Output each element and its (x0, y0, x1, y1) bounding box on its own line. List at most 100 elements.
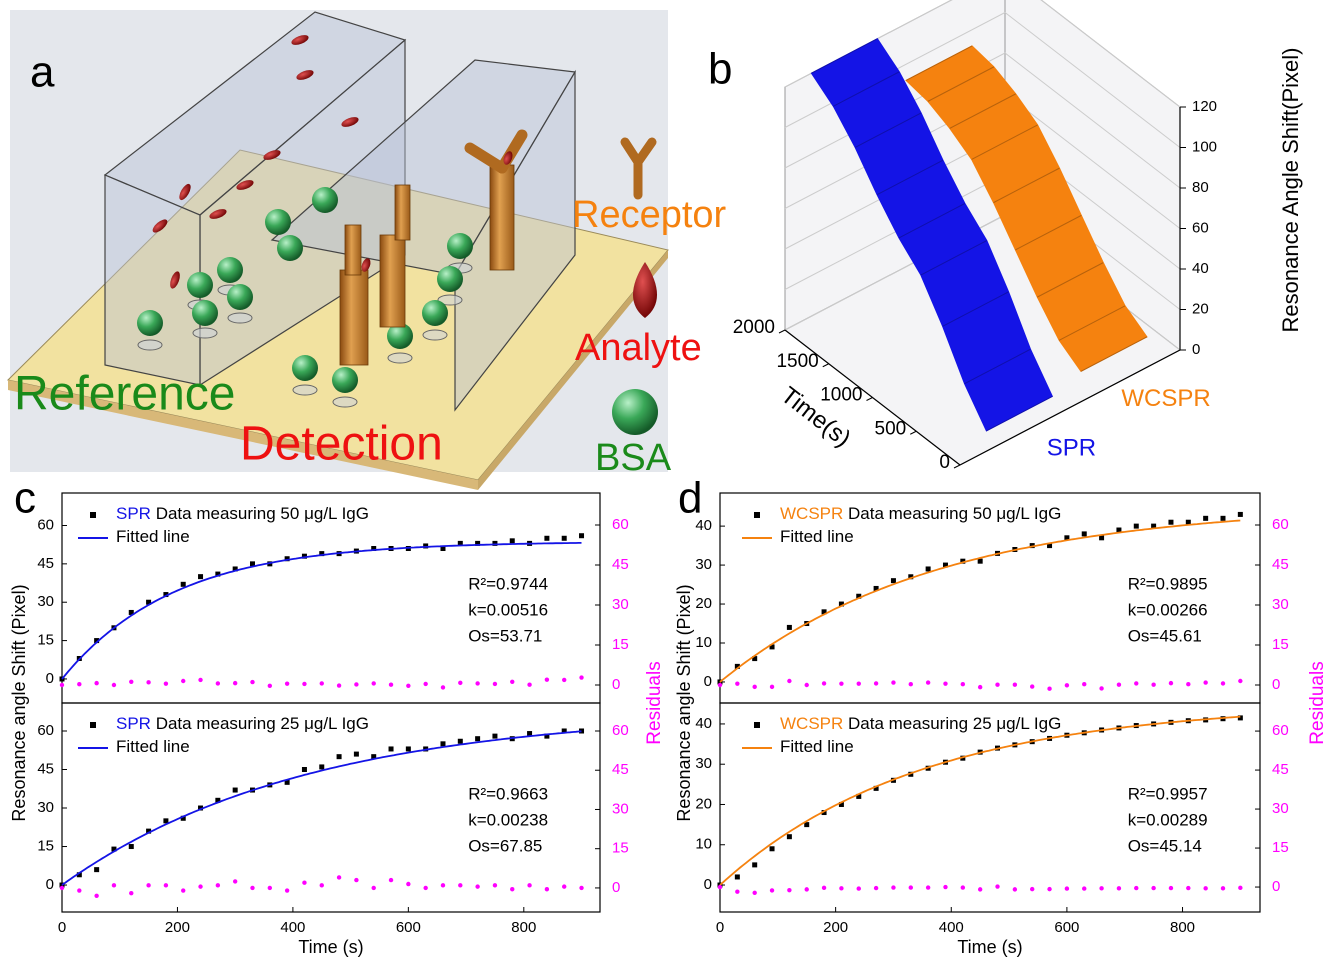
data-point (337, 754, 342, 759)
y2-tick-label: 0 (612, 879, 620, 896)
residual-point (1065, 886, 1069, 890)
residual-point (406, 882, 410, 886)
data-point (926, 566, 931, 571)
diagram-label: Receptor (572, 194, 727, 236)
data-point (354, 752, 359, 757)
data-point (129, 844, 134, 849)
residual-point (233, 879, 237, 883)
residual-point (752, 891, 756, 895)
y-tick-label: 60 (37, 516, 54, 533)
y2-tick-label: 15 (1272, 839, 1289, 856)
y2-tick-label: 30 (1272, 596, 1289, 613)
residual-point (839, 886, 843, 890)
residual-point (423, 682, 427, 686)
data-point (1082, 531, 1087, 536)
y2-tick-label: 60 (612, 722, 629, 739)
residual-point (1013, 887, 1017, 891)
residual-point (1203, 886, 1207, 890)
legend-label: Fitted line (780, 527, 854, 546)
x-tick (779, 330, 785, 333)
x-axis-label: Time (s) (957, 937, 1022, 957)
x-tick-label: 2000 (733, 317, 775, 338)
residual-point (1047, 887, 1051, 891)
y-tick-label: 10 (695, 836, 712, 853)
x-tick (867, 398, 873, 401)
x-tick (910, 431, 916, 434)
residual-point (164, 883, 168, 887)
residual-point (250, 886, 254, 890)
residual-point (718, 683, 722, 687)
legend-marker (754, 722, 760, 728)
data-point (94, 867, 99, 872)
y-tick-label: 0 (704, 673, 712, 690)
residual-point (475, 681, 479, 685)
residual-point (181, 888, 185, 892)
y-tick-label: 0 (704, 876, 712, 893)
x-tick-label: 200 (165, 919, 190, 936)
residual-point (406, 684, 410, 688)
annotation: R²=0.9957 (1128, 784, 1208, 803)
residual-point (1151, 886, 1155, 890)
residual-point (857, 886, 861, 890)
residual-point (441, 883, 445, 887)
y-tick-label: 10 (695, 634, 712, 651)
data-point (389, 746, 394, 751)
residual-point (926, 680, 930, 684)
residual-point (978, 887, 982, 891)
residual-point (441, 685, 445, 689)
residual-point (1082, 886, 1086, 890)
residual-point (787, 679, 791, 683)
data-point (181, 582, 186, 587)
data-point (787, 625, 792, 630)
panel-label: a (30, 48, 55, 97)
residual-point (164, 681, 168, 685)
residual-point (891, 680, 895, 684)
residual-point (354, 878, 358, 882)
x-tick-label: 600 (396, 919, 421, 936)
residual-point (1134, 681, 1138, 685)
residual-point (1117, 683, 1121, 687)
residual-point (198, 678, 202, 682)
data-point (406, 746, 411, 751)
bsa (437, 266, 463, 292)
residual-point (1134, 886, 1138, 890)
category-label: SPR (1047, 434, 1096, 461)
y-tick-label: 30 (695, 755, 712, 772)
residual-point (389, 683, 393, 687)
residual-point (545, 887, 549, 891)
plot-frame (720, 703, 1260, 912)
annotation: Os=45.14 (1128, 836, 1202, 855)
data-point (562, 536, 567, 541)
residual-point (250, 680, 254, 684)
residual-point (995, 884, 999, 888)
annotation: Os=67.85 (468, 836, 542, 855)
residual-point (94, 894, 98, 898)
residual-point (1238, 886, 1242, 890)
y2-tick-label: 45 (1272, 556, 1289, 573)
legend-label: Fitted line (116, 737, 190, 756)
residual-point (1169, 681, 1173, 685)
y2-tick-label: 15 (1272, 636, 1289, 653)
y2-axis-label: Residuals (644, 661, 665, 744)
residual-point (562, 678, 566, 682)
data-point (787, 834, 792, 839)
residual-point (1169, 886, 1173, 890)
y-tick-label: 30 (37, 593, 54, 610)
legend-prefix: SPR (116, 504, 151, 523)
legend-entry: Fitted line (116, 527, 190, 546)
category-label: WCSPR (1121, 385, 1210, 412)
residual-point (770, 685, 774, 689)
y2-tick-label: 0 (1272, 676, 1280, 693)
residual-point (146, 680, 150, 684)
residual-point (493, 682, 497, 686)
y-tick-label: 45 (37, 760, 54, 777)
residual-point (805, 683, 809, 687)
bsa (265, 209, 291, 235)
residual-point (94, 681, 98, 685)
residual-point (579, 886, 583, 890)
residual-point (77, 682, 81, 686)
residual-point (909, 885, 913, 889)
residual-point (1099, 886, 1103, 890)
z-tick-label: 20 (1192, 300, 1209, 317)
z-tick-label: 80 (1192, 179, 1209, 196)
